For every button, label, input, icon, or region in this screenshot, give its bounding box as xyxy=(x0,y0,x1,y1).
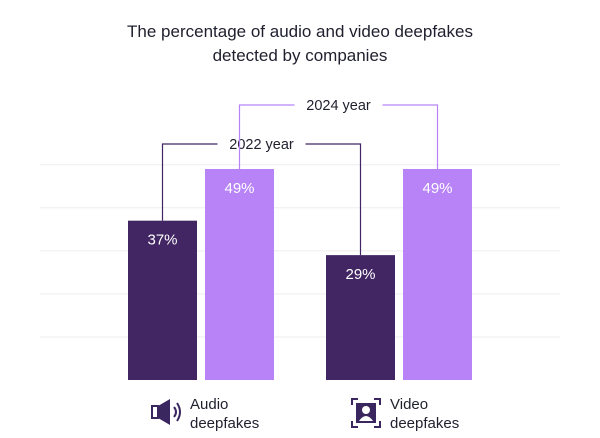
category-label-audio-line-2: deepfakes xyxy=(190,415,260,432)
video-portrait-icon xyxy=(351,398,381,428)
bar-2024-0 xyxy=(205,169,274,380)
chart-title-line-2: detected by companies xyxy=(212,46,388,65)
bracket-right-2024 xyxy=(382,104,439,169)
bar-2022-0 xyxy=(128,220,197,380)
bar-2022-1 xyxy=(326,255,395,380)
category-label-video: Video deepfakes xyxy=(390,395,459,433)
bar-2024-1 xyxy=(403,169,472,380)
bar-value-label-2024-1: 49% xyxy=(422,180,452,197)
category-label-audio: Audio deepfakes xyxy=(190,395,259,433)
bar-value-label-2022-1: 29% xyxy=(345,266,375,283)
chart-title: The percentage of audio and video deepfa… xyxy=(0,20,600,68)
legend-label-2024: 2024 year xyxy=(306,98,371,114)
bar-value-label-2022-0: 37% xyxy=(147,232,177,249)
bracket-right-2022 xyxy=(305,143,362,256)
legend-label-2022: 2022 year xyxy=(229,137,294,153)
chart-title-line-1: The percentage of audio and video deepfa… xyxy=(127,22,473,41)
bracket-left-2024 xyxy=(238,104,295,169)
category-label-video-line-2: deepfakes xyxy=(390,415,460,432)
bar-value-label-2024-0: 49% xyxy=(224,180,254,197)
speaker-icon xyxy=(151,399,181,425)
category-label-audio-line-1: Audio xyxy=(190,396,229,413)
bracket-left-2022 xyxy=(161,143,218,221)
category-label-video-line-1: Video xyxy=(390,396,429,413)
